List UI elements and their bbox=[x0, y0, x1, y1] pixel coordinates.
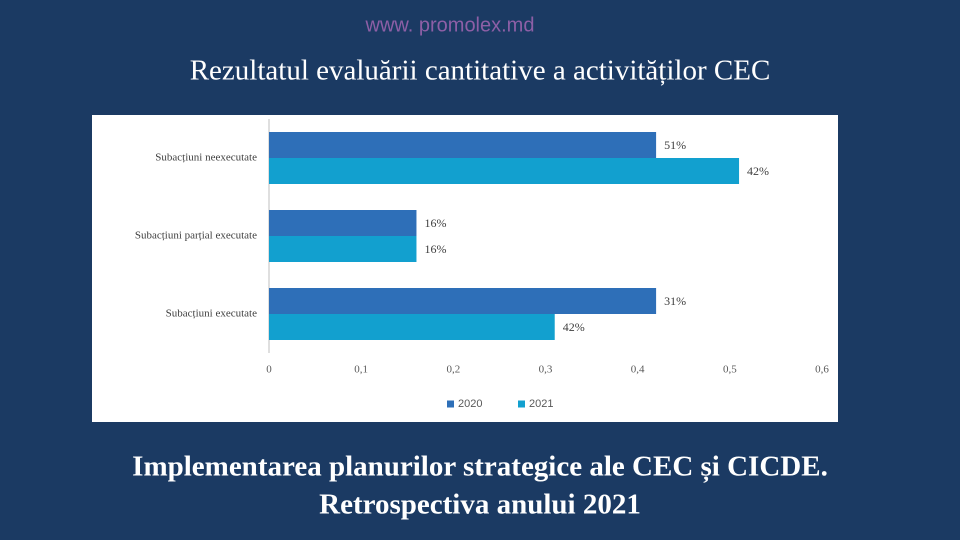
bar bbox=[269, 158, 740, 184]
watermark: www. promolex.md bbox=[365, 14, 535, 36]
bar-label: 16% bbox=[424, 216, 446, 230]
bar bbox=[269, 210, 417, 236]
bar-label: 51% bbox=[664, 138, 686, 152]
footer-line: Retrospectiva anului 2021 bbox=[319, 489, 641, 521]
bar-label: 42% bbox=[747, 164, 769, 178]
x-tick-label: 0 bbox=[266, 364, 272, 376]
bar bbox=[269, 132, 657, 158]
bar bbox=[269, 288, 657, 314]
bar-label: 16% bbox=[424, 242, 446, 256]
legend-label: 2021 bbox=[529, 398, 553, 410]
bar bbox=[269, 236, 417, 262]
bar-label: 31% bbox=[664, 294, 686, 308]
x-tick-label: 0,2 bbox=[446, 364, 460, 376]
legend-swatch bbox=[518, 400, 525, 408]
x-tick-label: 0,6 bbox=[815, 364, 829, 376]
category-label: Subacțiuni executate bbox=[166, 308, 257, 320]
slide-title: Rezultatul evaluării cantitative a activ… bbox=[190, 55, 771, 87]
legend-swatch bbox=[447, 400, 454, 408]
x-tick-label: 0,1 bbox=[354, 364, 368, 376]
bar-label: 42% bbox=[563, 320, 585, 334]
x-tick-label: 0,5 bbox=[723, 364, 737, 376]
category-label: Subacțiuni parțial executate bbox=[135, 230, 257, 242]
x-tick-label: 0,4 bbox=[631, 364, 645, 376]
category-label: Subacțiuni neexecutate bbox=[155, 152, 257, 164]
bar bbox=[269, 314, 555, 340]
x-tick-label: 0,3 bbox=[539, 364, 553, 376]
footer-line: Implementarea planurilor strategice ale … bbox=[132, 451, 828, 484]
legend-label: 2020 bbox=[458, 398, 482, 410]
